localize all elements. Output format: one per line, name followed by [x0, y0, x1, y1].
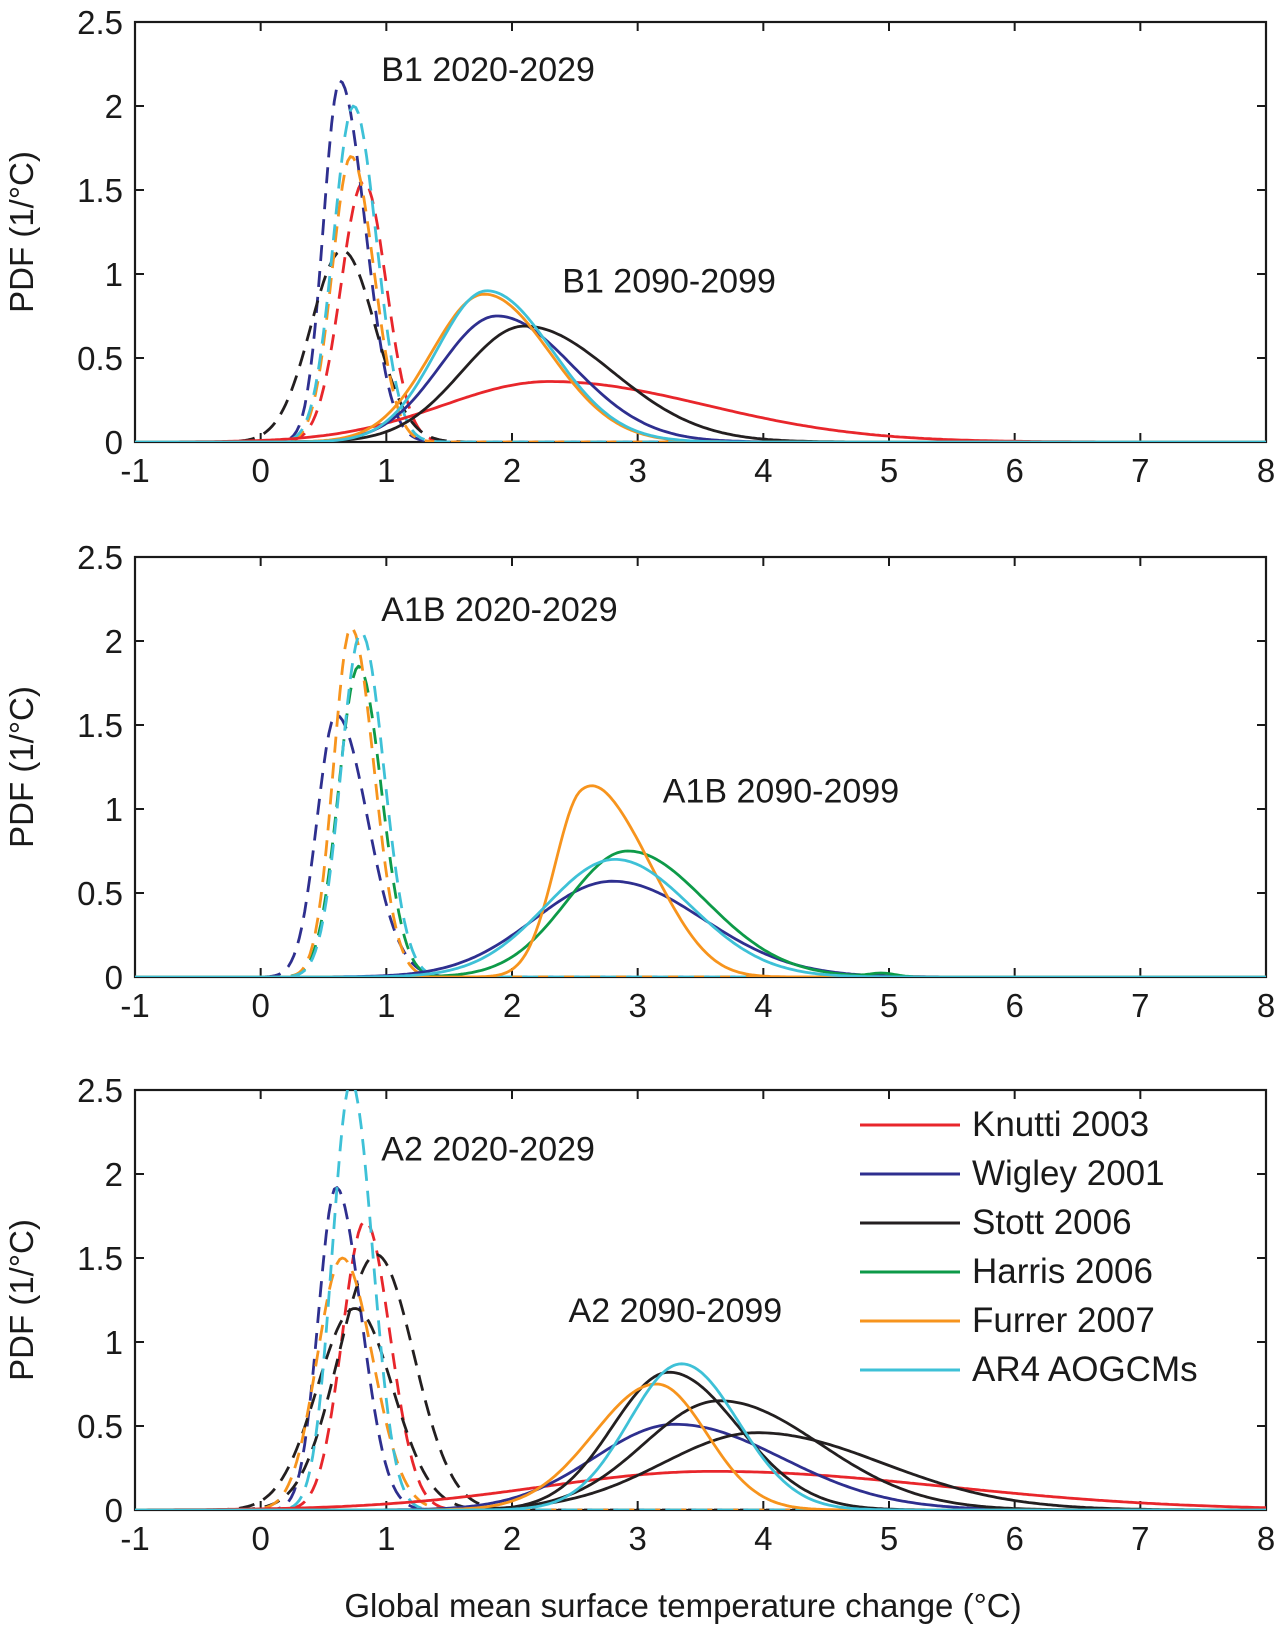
series-stott-2006-solid — [135, 1399, 1266, 1510]
x-tick-label: 7 — [1131, 1520, 1149, 1557]
x-tick-label: 3 — [628, 1520, 646, 1557]
y-tick-label: 1 — [105, 256, 123, 293]
period-annotation: B1 2020-2029 — [381, 51, 595, 89]
y-tick-label: 2.5 — [77, 4, 123, 41]
series-stott-2006-dashed — [135, 249, 1266, 442]
y-tick-label: 2 — [105, 1156, 123, 1193]
y-tick-label: 1.5 — [77, 707, 123, 744]
x-tick-label: 3 — [628, 452, 646, 489]
series-furrer-2007-solid — [135, 784, 1266, 977]
y-axis-title: PDF (1/°C) — [3, 686, 40, 848]
x-tick-label: 0 — [251, 987, 269, 1024]
x-tick-label: 5 — [880, 452, 898, 489]
series-furrer-2007-solid — [135, 292, 1266, 442]
legend-label: Harris 2006 — [972, 1252, 1153, 1291]
series-ar4-aogcms-solid — [135, 289, 1266, 442]
series-knutti-2003-dashed — [135, 180, 1266, 442]
series-furrer-2007-dashed — [135, 626, 1266, 977]
plot-frame — [133, 20, 1268, 444]
x-tick-label: 1 — [377, 1520, 395, 1557]
x-tick-label: 0 — [251, 452, 269, 489]
x-tick-label: 0 — [251, 1520, 269, 1557]
x-tick-label: -1 — [120, 452, 149, 489]
series-harris-2006-solid — [135, 849, 1266, 977]
series-ar4-aogcms-solid — [135, 858, 1266, 977]
series-stott-2006-solid — [135, 1370, 1266, 1510]
series-stott-2006-solid — [135, 324, 1266, 442]
x-tick-label: 4 — [754, 452, 772, 489]
legend: Knutti 2003 Wigley 2001 Stott 2006 Harris 2… — [860, 1105, 1198, 1389]
x-tick-label: 2 — [503, 987, 521, 1024]
y-tick-label: 1 — [105, 791, 123, 828]
y-tick-label: 0.5 — [77, 875, 123, 912]
y-tick-label: 2.5 — [77, 1072, 123, 1109]
y-tick-label: 0 — [105, 1492, 123, 1529]
x-tick-label: -1 — [120, 1520, 149, 1557]
y-tick-label: 0 — [105, 424, 123, 461]
x-tick-label: 7 — [1131, 452, 1149, 489]
x-tick-label: 8 — [1257, 987, 1275, 1024]
y-tick-label: 0 — [105, 959, 123, 996]
x-tick-label: 5 — [880, 1520, 898, 1557]
x-tick-label: 8 — [1257, 452, 1275, 489]
period-annotation: A2 2090-2099 — [569, 1292, 783, 1330]
curves — [135, 79, 1266, 442]
x-tick-label: 2 — [503, 1520, 521, 1557]
series-stott-2006-solid — [135, 1431, 1266, 1510]
x-tick-label: 8 — [1257, 1520, 1275, 1557]
x-tick-label: 4 — [754, 987, 772, 1024]
series-ar4-aogcms-dashed — [135, 104, 1266, 442]
series-knutti-2003-dashed — [135, 1220, 1266, 1510]
x-tick-label: 6 — [1005, 987, 1023, 1024]
x-tick-label: 7 — [1131, 987, 1149, 1024]
legend-label: AR4 AOGCMs — [972, 1350, 1198, 1389]
y-axis-title: PDF (1/°C) — [3, 151, 40, 313]
y-tick-label: 1 — [105, 1324, 123, 1361]
x-tick-label: 1 — [377, 987, 395, 1024]
x-tick-label: 5 — [880, 987, 898, 1024]
y-axis-title: PDF (1/°C) — [3, 1219, 40, 1381]
legend-label: Stott 2006 — [972, 1203, 1132, 1242]
period-annotation: A2 2020-2029 — [381, 1131, 595, 1169]
series-wigley-2001-dashed — [135, 79, 1266, 442]
y-tick-label: 0.5 — [77, 340, 123, 377]
series-wigley-2001-dashed — [135, 713, 1266, 977]
series-furrer-2007-dashed — [135, 155, 1266, 442]
series-wigley-2001-solid — [135, 314, 1266, 442]
legend-label: Wigley 2001 — [972, 1154, 1165, 1193]
x-tick-label: 6 — [1005, 1520, 1023, 1557]
curves — [135, 626, 1266, 977]
legend-label: Knutti 2003 — [972, 1105, 1149, 1144]
x-tick-label: -1 — [120, 987, 149, 1024]
series-knutti-2003-solid — [135, 1470, 1266, 1510]
series-ar4-aogcms-solid — [135, 1362, 1266, 1510]
x-tick-label: 4 — [754, 1520, 772, 1557]
period-annotation: B1 2090-2099 — [562, 262, 776, 300]
x-tick-label: 2 — [503, 452, 521, 489]
series-furrer-2007-solid — [135, 1382, 1266, 1510]
x-tick-label: 6 — [1005, 452, 1023, 489]
y-tick-label: 0.5 — [77, 1408, 123, 1445]
series-wigley-2001-dashed — [135, 1186, 1266, 1510]
x-tick-label: 3 — [628, 987, 646, 1024]
x-axis-title: Global mean surface temperature change (… — [344, 1587, 1021, 1624]
y-tick-label: 1.5 — [77, 1240, 123, 1277]
legend-label: Furrer 2007 — [972, 1301, 1155, 1340]
y-tick-label: 1.5 — [77, 172, 123, 209]
y-tick-label: 2 — [105, 88, 123, 125]
series-stott-2006-dashed — [135, 1253, 1266, 1510]
curves — [135, 1090, 1266, 1510]
x-tick-label: 1 — [377, 452, 395, 489]
y-tick-label: 2 — [105, 623, 123, 660]
period-annotation: A1B 2020-2029 — [381, 591, 617, 629]
y-tick-label: 2.5 — [77, 539, 123, 576]
series-harris-2006-dashed — [135, 664, 1266, 977]
period-annotation: A1B 2090-2099 — [663, 772, 899, 810]
